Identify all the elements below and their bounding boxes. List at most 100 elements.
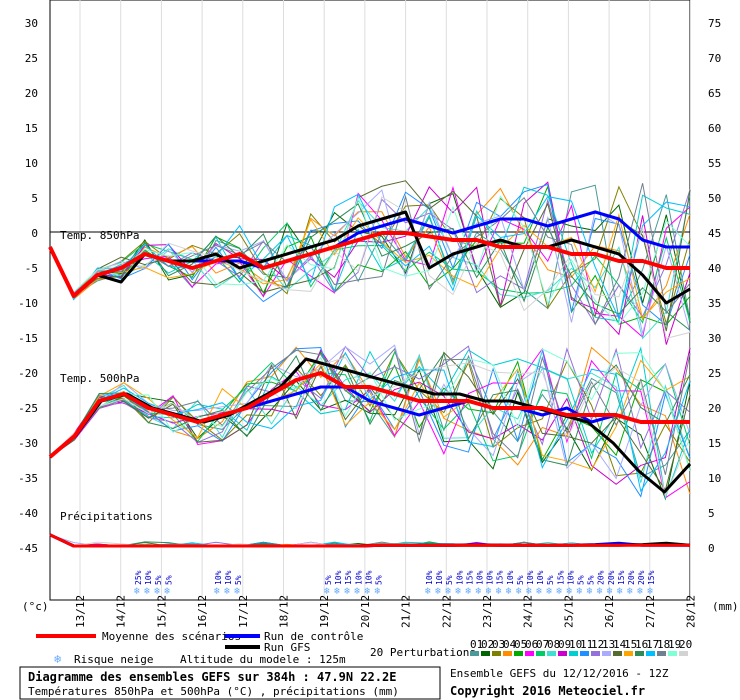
snow-risk-label: 20% xyxy=(607,570,616,585)
y-right-tick: 25 xyxy=(708,367,721,380)
perturbation-line xyxy=(49,196,691,339)
y-left-tick: -45 xyxy=(18,542,38,555)
y-left-tick: -25 xyxy=(18,402,38,415)
main-series-lines xyxy=(48,210,692,548)
snow-risk-label: 15% xyxy=(617,570,626,585)
perturbation-legend-swatch xyxy=(492,651,501,656)
snow-risk-label: 10% xyxy=(144,570,153,585)
y-left-unit: (°c) xyxy=(22,600,49,613)
snowflake-icon: ❄ xyxy=(435,586,442,597)
y-right-tick: 0 xyxy=(708,542,715,555)
y-right-tick: 50 xyxy=(708,192,721,205)
perturbation-line xyxy=(49,222,691,324)
x-axis-ticks: 13/12 14/12 15/12 16/12 17/12 18/12 19/12 20/12… xyxy=(74,595,698,628)
perturbation-legend-label: 05 xyxy=(514,638,527,651)
snow-risk-label: 15% xyxy=(465,570,474,585)
x-tick-label: 27/12 xyxy=(644,595,657,628)
footer-box xyxy=(19,666,441,700)
x-tick-label: 28/12 xyxy=(685,595,698,628)
snowflake-icon: ❄ xyxy=(54,652,61,666)
x-tick-label: 15/12 xyxy=(155,595,168,628)
perturbation-legend-label: 06 xyxy=(525,638,538,651)
snowflake-icon: ❄ xyxy=(637,586,644,597)
x-tick-label: 19/12 xyxy=(318,595,331,628)
footer-subtitle: Températures 850hPa et 500hPa (°C) , pré… xyxy=(28,685,399,698)
y-left-tick: 30 xyxy=(25,17,38,30)
snow-risk-label: 5% xyxy=(154,575,163,585)
snow-risk-label: 5% xyxy=(164,575,173,585)
y-left-tick: 0 xyxy=(31,227,38,240)
perturbation-legend-swatch xyxy=(602,651,611,656)
perturbation-legend-swatch xyxy=(668,651,677,656)
snow-risk-label: 15% xyxy=(496,570,505,585)
y-right-unit: (mm) xyxy=(712,600,739,613)
perturbation-legend-label: 20 xyxy=(679,638,692,651)
snowflake-icon: ❄ xyxy=(154,586,161,597)
legend-control: Run de contrôle xyxy=(264,630,363,643)
x-tick-label: 26/12 xyxy=(603,595,616,628)
snow-risk-label: 5% xyxy=(234,575,243,585)
snow-risk-label: 10% xyxy=(425,570,434,585)
perturbation-legend-label: 04 xyxy=(503,638,517,651)
snow-risk-label: 15% xyxy=(344,570,353,585)
snowflake-icon: ❄ xyxy=(516,586,523,597)
legend-snow: Risque neige xyxy=(74,653,153,666)
perturbation-legend-swatch xyxy=(503,651,512,656)
perturbation-legend-label: 12 xyxy=(591,638,604,651)
perturbation-legend-swatch xyxy=(558,651,567,656)
x-tick-label: 13/12 xyxy=(74,595,87,628)
perturbation-legend-label: 17 xyxy=(646,638,659,651)
perturbation-legend-label: 18 xyxy=(657,638,670,651)
snowflake-icon: ❄ xyxy=(164,586,171,597)
y-right-tick: 60 xyxy=(708,122,721,135)
snow-risk-label: 10% xyxy=(334,570,343,585)
y-left-tick: 15 xyxy=(25,122,38,135)
y-left-tick: 10 xyxy=(25,157,38,170)
perturbation-line xyxy=(49,351,691,477)
snowflake-icon: ❄ xyxy=(214,586,221,597)
legend-mean: Moyenne des scénarios xyxy=(102,630,241,643)
y-left-tick: 5 xyxy=(31,192,38,205)
snowflake-icon: ❄ xyxy=(597,586,604,597)
snowflake-icon: ❄ xyxy=(506,586,513,597)
perturbation-line xyxy=(49,348,691,471)
snowflake-icon: ❄ xyxy=(566,586,573,597)
snow-risk-row: 25%❄10%❄5%❄5%❄10%❄10%❄5%❄5%❄10%❄15%❄10%❄… xyxy=(134,570,656,597)
perturbation-legend-swatch xyxy=(580,651,589,656)
perturbation-legend-label: 03 xyxy=(492,638,505,651)
panel-label-precip: Précipitations xyxy=(60,510,153,523)
perturbation-legend-swatch xyxy=(624,651,633,656)
snow-risk-label: 10% xyxy=(486,570,495,585)
perturbation-legend-label: 10 xyxy=(569,638,582,651)
perturbation-legend-label: 08 xyxy=(547,638,560,651)
snow-risk-label: 5% xyxy=(587,575,596,585)
snowflake-icon: ❄ xyxy=(556,586,563,597)
snow-risk-label: 10% xyxy=(536,570,545,585)
y-right-tick: 70 xyxy=(708,52,721,65)
snowflake-icon: ❄ xyxy=(375,586,382,597)
snowflake-icon: ❄ xyxy=(577,586,584,597)
snowflake-icon: ❄ xyxy=(234,586,241,597)
snowflake-icon: ❄ xyxy=(344,586,351,597)
perturbation-line xyxy=(49,180,691,332)
y-left-tick: 20 xyxy=(25,87,38,100)
perturbation-legend-swatch xyxy=(657,651,666,656)
y-left-tick: -10 xyxy=(18,297,38,310)
x-tick-label: 25/12 xyxy=(562,595,575,628)
snowflake-icon: ❄ xyxy=(607,586,614,597)
x-tick-label: 16/12 xyxy=(196,595,209,628)
snowflake-icon: ❄ xyxy=(627,586,634,597)
snow-risk-label: 10% xyxy=(455,570,464,585)
plot-area xyxy=(49,0,691,601)
perturbation-legend-swatch xyxy=(547,651,556,656)
snowflake-icon: ❄ xyxy=(354,586,361,597)
snow-risk-label: 5% xyxy=(577,575,586,585)
perturbation-legend-swatch xyxy=(569,651,578,656)
perturbation-legend-label: 15 xyxy=(624,638,637,651)
snowflake-icon: ❄ xyxy=(455,586,462,597)
snow-risk-label: 10% xyxy=(566,570,575,585)
panel-label-t850: Temp. 850hPa xyxy=(60,229,139,242)
perturbation-legend-swatch xyxy=(481,651,490,656)
x-tick-label: 24/12 xyxy=(522,595,535,628)
